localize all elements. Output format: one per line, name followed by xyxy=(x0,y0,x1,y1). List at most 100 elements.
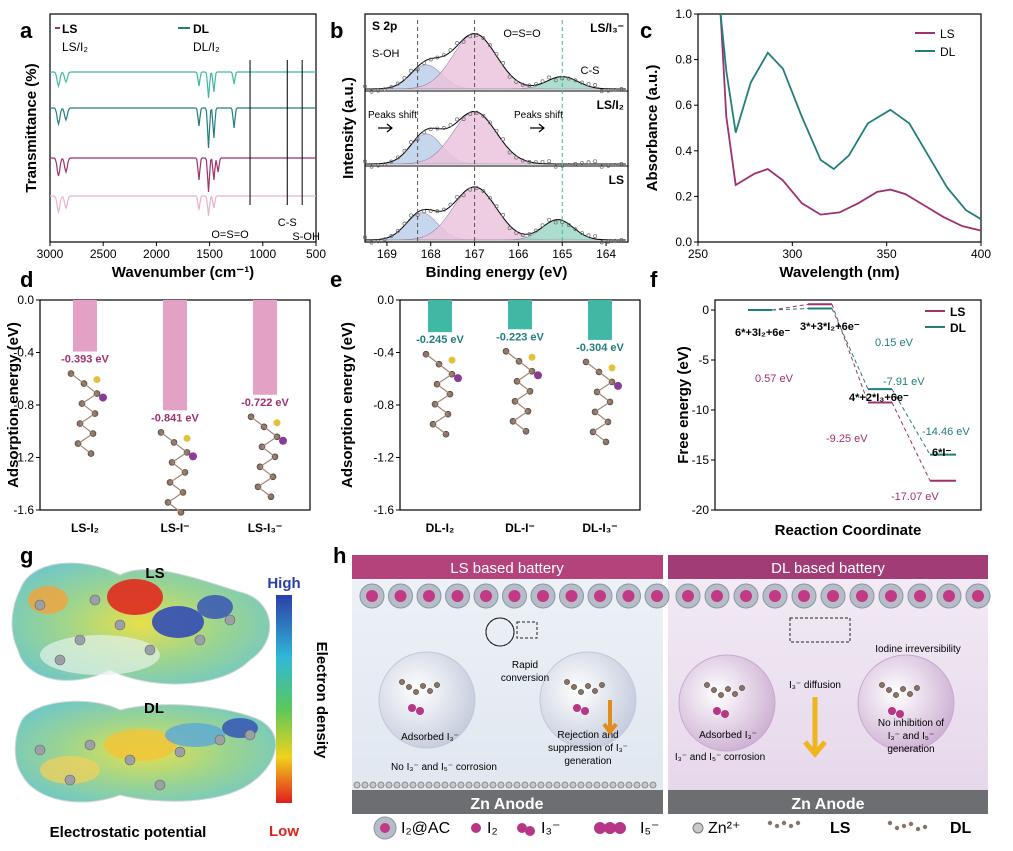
panel-h-zn-ion xyxy=(449,781,457,789)
panel-e-category-0: DL-I₂ xyxy=(426,521,455,535)
panel-a-xtick-label: 1000 xyxy=(249,247,276,261)
panel-b-data-point xyxy=(586,82,591,87)
panel-h-ls-anode: Zn Anode xyxy=(470,796,543,813)
panel-g-caption: Electrostatic potential xyxy=(50,824,207,841)
panel-h-dl-i2ac-core xyxy=(769,590,781,602)
panel-b-data-point xyxy=(369,240,374,245)
panel-h-dl-adsorbed: Adsorbed I₃⁻ xyxy=(699,730,757,741)
panel-d-bond xyxy=(259,466,274,478)
panel-c-ytick-label: 0.2 xyxy=(675,189,692,203)
panel-e-bond xyxy=(512,420,527,432)
panel-c-series-LS xyxy=(719,13,982,232)
panel-f-connector-LS-3 xyxy=(891,402,931,481)
panel-b-data-point xyxy=(487,195,492,200)
panel-h-bubble-atom xyxy=(711,687,717,693)
panel-c-series-DL xyxy=(719,13,982,220)
panel-b-data-point xyxy=(619,238,624,242)
panel-h-dl-i2ac-core xyxy=(885,590,897,602)
panel-b-data-point xyxy=(606,88,611,93)
panel-b-data-point xyxy=(461,117,466,121)
panel-h-dl-i2ac-core xyxy=(827,590,839,602)
panel-e-atom-s xyxy=(528,353,536,361)
panel-b-data-point xyxy=(435,55,440,60)
panel-b-data-point xyxy=(455,117,459,122)
panel-h-bubble-atom xyxy=(571,684,577,690)
panel-c-ytick-label: 0.6 xyxy=(675,98,692,112)
panel-b-s2p: S 2p xyxy=(372,19,397,33)
panel-g-atom-ls xyxy=(114,619,126,631)
panel-d-value-label-1: -0.841 eV xyxy=(151,412,199,424)
panel-b-envelope-0 xyxy=(365,33,626,90)
panel-h-ls-adsorbed: Adsorbed I₃⁻ xyxy=(401,732,459,743)
panel-f-state-1: 3*+3*I₂+6e⁻ xyxy=(800,321,860,333)
panel-b-data-point xyxy=(395,81,400,86)
panel-c-xtick-label: 350 xyxy=(877,247,897,261)
panel-b-data-point xyxy=(547,217,552,222)
panel-a-xlabel: Wavenumber (cm⁻¹) xyxy=(112,264,254,281)
panel-b-data-point xyxy=(389,85,394,90)
panel-e-bond xyxy=(592,421,609,433)
panel-b-data-point xyxy=(481,189,486,194)
panel-h-zn-ion xyxy=(601,781,609,789)
panel-h-zn-ion xyxy=(577,781,585,789)
panel-h-i3-blob xyxy=(581,707,589,715)
panel-h-ls-rejection: Rejection and xyxy=(557,730,618,741)
panel-f-state-3: 6*I⁻ xyxy=(932,447,951,459)
panel-h-bubble-atom xyxy=(399,679,405,685)
panel-h-legend-ls-atom xyxy=(788,823,794,829)
panel-h-bubble-atom xyxy=(406,684,412,690)
panel-g-label-dl: DL xyxy=(144,700,164,717)
panel-f-state-2: 4*+2*I₃+6e⁻ xyxy=(849,392,909,404)
panel-b-data-point xyxy=(428,127,433,132)
panel-h-bubble-atom xyxy=(739,685,745,691)
panel-b-data-point xyxy=(428,57,433,62)
panel-a-annotation-cs: C-S xyxy=(278,217,297,229)
panel-g-atom-ls xyxy=(144,644,156,656)
panel-e-bond xyxy=(425,353,440,365)
panel-e-bond xyxy=(438,363,453,375)
panel-h-bubble-atom xyxy=(704,682,710,688)
panel-b-data-point xyxy=(409,213,413,218)
panel-h-dl-i2ac-core xyxy=(856,590,868,602)
panel-c-xtick-label: 400 xyxy=(971,247,991,261)
panel-b-data-point xyxy=(474,32,479,37)
panel-b-arrow-right xyxy=(530,123,545,133)
panel-letter-a: a xyxy=(20,18,33,43)
panel-h-i3-blob xyxy=(573,704,581,712)
panel-b-data-point xyxy=(527,232,532,236)
panel-b-xlabel: Binding energy (eV) xyxy=(426,264,568,281)
panel-b-xtick-label: 168 xyxy=(421,247,441,261)
panel-h-zn-ion xyxy=(377,781,385,789)
panel-h-legend-i5-symbol3 xyxy=(614,822,626,834)
panel-h-zn-ion xyxy=(649,781,657,789)
panel-b-data-point xyxy=(455,41,459,46)
panel-b-data-point xyxy=(612,162,617,167)
panel-d-atom-s xyxy=(273,419,281,427)
panel-h-ls-i2ac-core xyxy=(451,590,464,602)
panel-e-ylabel: Adsorption energy (eV) xyxy=(339,322,356,488)
panel-h-legend-ls-atom xyxy=(781,820,787,826)
panel-b-data-point xyxy=(501,61,506,65)
panel-b-ylabel: Intensity (a.u.) xyxy=(340,77,357,179)
panel-h-bubble-atom xyxy=(886,687,892,693)
panel-g-atom-dl xyxy=(214,734,226,746)
panel-b-xtick-label: 166 xyxy=(508,247,528,261)
panel-e-ytick-label: -0.4 xyxy=(373,346,394,360)
panel-b-data-point xyxy=(376,239,381,244)
panel-h-i3-blob xyxy=(896,710,904,718)
panel-b-data-point xyxy=(494,128,499,133)
panel-h-ls-i2ac-core xyxy=(508,590,521,602)
panel-d-atom-i xyxy=(99,393,107,402)
panel-a-legend-lsi2: LS/I₂ xyxy=(62,40,88,54)
panel-d-bond xyxy=(171,451,188,463)
dl-banner xyxy=(668,555,988,579)
panel-d-bond xyxy=(160,431,175,443)
panel-b-xtick-label: 164 xyxy=(596,247,616,261)
panel-e-bond xyxy=(514,400,529,412)
panel-d-category-1: LS-I⁻ xyxy=(161,521,190,535)
panel-b-data-point xyxy=(612,87,617,92)
panel-b-data-point xyxy=(422,61,427,66)
panel-h-ls-i2ac-core xyxy=(394,590,407,602)
panel-h-zn-ion xyxy=(425,781,433,789)
